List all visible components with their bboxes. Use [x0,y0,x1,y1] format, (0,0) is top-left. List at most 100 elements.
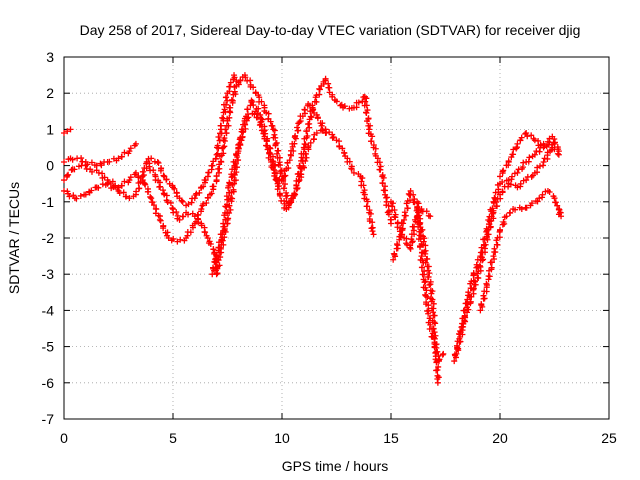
track-c-marker [185,201,192,208]
track-c-marker [157,167,164,174]
track-m-marker [482,241,489,248]
track-d-marker [305,121,312,128]
track-d-point [220,144,227,151]
track-f-marker [232,158,239,165]
track-e-marker [348,166,355,173]
track-o-marker [537,141,544,148]
track-n-marker [488,264,495,271]
track-g-marker [372,145,379,152]
track-m-marker [499,188,506,195]
track-d-marker [208,190,215,197]
track-d-marker [341,103,348,110]
track-d-marker [215,165,222,172]
track-d-point [165,235,172,241]
track-d-marker [258,98,265,105]
y-axis-ticks: -7 -6 -5 -4 -3 -2 -1 0 1 2 3 [42,49,609,427]
track-e-marker [249,98,256,105]
track-f-marker [241,121,248,128]
track-d-marker [268,122,275,129]
track-j-marker [394,241,401,248]
track-d-marker [325,84,332,91]
grid-lines [64,57,609,419]
track-j-marker [425,263,432,270]
track-f-marker [291,140,298,147]
track-e-marker [274,186,281,193]
track-e-point [176,216,183,223]
track-f-marker [224,209,231,216]
track-k-marker [436,356,443,363]
y-tick-label: -6 [42,375,55,391]
track-d-point [198,206,205,213]
x-tick-label: 15 [383,430,399,446]
track-c-point [148,155,155,162]
track-o-point [531,137,538,144]
track-e-marker [232,177,239,184]
track-l-marker [499,179,506,186]
track-j-marker [430,312,437,319]
track-o-marker [500,167,507,174]
track-b-marker [69,156,76,163]
track-m-marker [475,275,482,282]
track-d-marker [147,193,154,200]
track-g-marker [367,122,374,129]
track-k-marker [421,279,428,286]
track-l-marker [520,159,527,166]
track-b-marker [127,145,134,152]
track-g-marker [369,133,376,140]
track-f-marker [226,179,233,186]
track-n-marker [507,209,514,216]
track-f-point [209,271,216,278]
track-d-marker [242,74,249,81]
track-d-marker [64,172,71,179]
y-tick-label: -5 [42,339,55,355]
track-e-marker [330,134,337,141]
track-d-marker [223,130,230,137]
track-m-marker [507,181,514,188]
track-b-point [132,140,139,147]
track-d-marker [229,97,236,104]
track-e-marker [339,145,346,152]
track-k-marker [419,264,426,271]
x-tick-label: 25 [601,430,617,446]
track-f-marker [295,127,302,134]
track-f-marker [223,193,230,200]
track-d-marker [222,126,229,133]
track-n-marker [552,199,559,206]
track-d-marker [303,128,310,135]
track-n-marker [554,202,561,209]
track-n-point [536,195,543,202]
track-b-marker [98,162,105,169]
track-j-marker [432,320,439,327]
track-k-marker [417,244,424,251]
track-n-point [490,253,497,260]
track-g-marker [380,174,387,181]
track-d-marker [333,98,340,105]
track-k-marker [428,325,435,332]
y-axis-label: SDTVAR / TECUs [6,182,22,294]
track-m-point [540,158,547,165]
track-j-marker [400,220,407,227]
x-tick-label: 0 [60,430,68,446]
track-e-marker [227,206,234,213]
track-l-point [531,151,538,158]
track-m-marker [487,223,494,230]
track-m-point [523,177,530,184]
track-d-marker [282,193,289,200]
track-e-marker [329,134,336,141]
track-f-marker [282,172,289,179]
track-e-marker [201,228,208,235]
track-d-marker [187,229,194,236]
track-n-marker [546,189,553,196]
track-o-marker [518,134,525,141]
track-d-point [95,169,102,176]
track-n-point [551,195,558,202]
track-m-marker [457,338,464,345]
track-f-marker [314,115,321,122]
track-f-marker [218,236,225,243]
track-f-marker [301,106,308,113]
track-n-marker [523,204,530,211]
track-n-marker [481,295,488,302]
track-j-marker [435,363,442,370]
track-m-point [470,285,477,292]
track-e-point [204,235,211,241]
